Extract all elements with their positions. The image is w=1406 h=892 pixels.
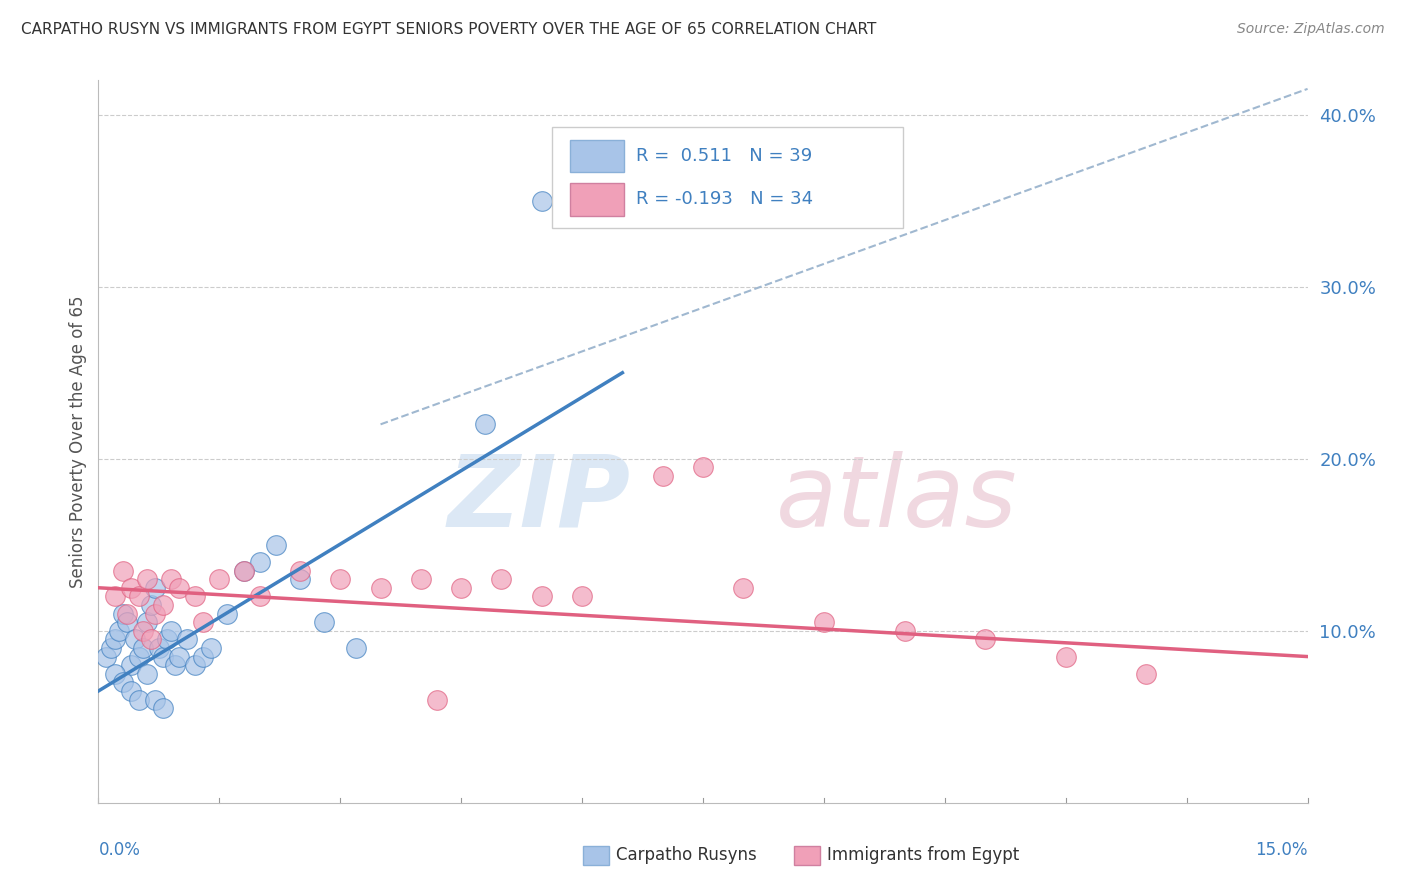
Point — [128, 590, 150, 604]
Point — [120, 581, 142, 595]
Point — [692, 460, 714, 475]
Point — [163, 658, 186, 673]
Point — [111, 607, 134, 621]
Text: 0.0%: 0.0% — [98, 840, 141, 859]
Point — [143, 692, 166, 706]
Text: CARPATHO RUSYN VS IMMIGRANTS FROM EGYPT SENIORS POVERTY OVER THE AGE OF 65 CORRE: CARPATHO RUSYN VS IMMIGRANTS FROM EGYPT … — [21, 22, 876, 37]
Point — [314, 615, 336, 630]
Point — [167, 649, 190, 664]
Point — [135, 572, 157, 586]
Point — [124, 632, 146, 647]
Text: Source: ZipAtlas.com: Source: ZipAtlas.com — [1237, 22, 1385, 37]
Point — [160, 624, 183, 638]
Point — [103, 590, 125, 604]
Point — [409, 572, 432, 586]
Text: ZIP: ZIP — [447, 450, 630, 548]
Point — [107, 624, 129, 638]
Point — [111, 675, 134, 690]
FancyBboxPatch shape — [569, 183, 624, 216]
Point — [530, 590, 553, 604]
Point — [103, 632, 125, 647]
Point — [217, 607, 239, 621]
Point — [96, 649, 118, 664]
Point — [167, 581, 190, 595]
Point — [156, 632, 179, 647]
Text: Immigrants from Egypt: Immigrants from Egypt — [827, 847, 1019, 864]
Point — [143, 607, 166, 621]
Text: 15.0%: 15.0% — [1256, 840, 1308, 859]
Point — [120, 684, 142, 698]
Point — [1054, 649, 1077, 664]
Point — [264, 538, 287, 552]
Point — [232, 564, 254, 578]
Point — [103, 666, 125, 681]
Point — [733, 581, 755, 595]
Point — [288, 564, 311, 578]
Point — [184, 590, 207, 604]
Point — [974, 632, 997, 647]
Point — [128, 692, 150, 706]
Y-axis label: Seniors Poverty Over the Age of 65: Seniors Poverty Over the Age of 65 — [69, 295, 87, 588]
Point — [344, 640, 367, 655]
Point — [450, 581, 472, 595]
Point — [1135, 666, 1157, 681]
Point — [232, 564, 254, 578]
Point — [370, 581, 392, 595]
Point — [128, 649, 150, 664]
Point — [893, 624, 915, 638]
Point — [132, 640, 155, 655]
Point — [208, 572, 231, 586]
Point — [135, 666, 157, 681]
Point — [160, 572, 183, 586]
Text: R = -0.193   N = 34: R = -0.193 N = 34 — [637, 191, 814, 209]
Point — [135, 615, 157, 630]
Text: Carpatho Rusyns: Carpatho Rusyns — [616, 847, 756, 864]
Point — [184, 658, 207, 673]
Point — [193, 649, 215, 664]
Point — [176, 632, 198, 647]
Text: atlas: atlas — [776, 450, 1017, 548]
Point — [152, 649, 174, 664]
Point — [132, 624, 155, 638]
FancyBboxPatch shape — [551, 128, 903, 228]
Point — [200, 640, 222, 655]
Point — [148, 640, 170, 655]
Point — [111, 564, 134, 578]
Point — [426, 692, 449, 706]
Point — [651, 469, 673, 483]
Point — [193, 615, 215, 630]
Point — [115, 615, 138, 630]
Point — [139, 598, 162, 612]
Point — [329, 572, 352, 586]
Point — [491, 572, 513, 586]
Point — [139, 632, 162, 647]
Point — [115, 607, 138, 621]
Point — [813, 615, 835, 630]
Point — [249, 555, 271, 569]
Point — [143, 581, 166, 595]
FancyBboxPatch shape — [569, 140, 624, 172]
Point — [571, 590, 593, 604]
Point — [120, 658, 142, 673]
Text: R =  0.511   N = 39: R = 0.511 N = 39 — [637, 147, 813, 165]
Point — [288, 572, 311, 586]
Point — [249, 590, 271, 604]
Point — [530, 194, 553, 208]
Point — [100, 640, 122, 655]
Point — [152, 598, 174, 612]
Point — [474, 417, 496, 432]
Point — [152, 701, 174, 715]
